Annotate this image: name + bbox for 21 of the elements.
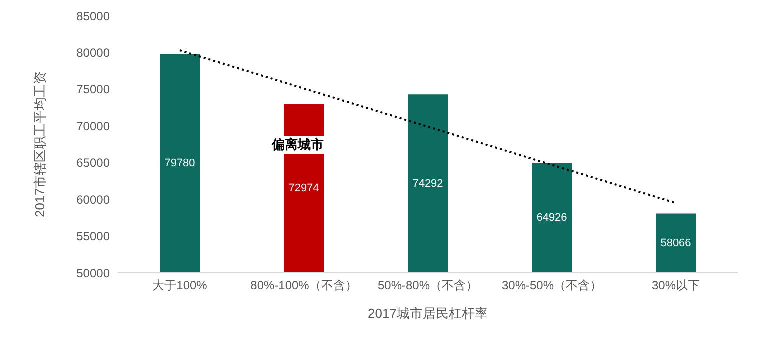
x-tick-label: 大于100%: [152, 278, 208, 293]
data-label: 79780: [164, 158, 196, 170]
y-tick-label: 60000: [76, 192, 110, 207]
y-tick-label: 85000: [76, 9, 110, 24]
x-tick-label: 50%-80%（不含）: [378, 278, 478, 293]
y-tick-label: 55000: [76, 230, 110, 244]
y-axis-title: 2017市辖区职工平均工资: [32, 72, 48, 218]
x-axis-title: 2017城市居民杠杆率: [368, 306, 488, 321]
data-label: 74292: [412, 178, 444, 190]
data-label: 64926: [536, 212, 568, 224]
x-tick-label: 30%以下: [652, 278, 700, 293]
y-tick-label: 65000: [76, 156, 110, 170]
x-tick-label: 30%-50%（不含）: [502, 278, 602, 293]
data-label: 72974: [288, 182, 320, 195]
data-label: 58066: [660, 237, 692, 250]
y-tick-label: 50000: [76, 266, 110, 280]
y-tick-label: 80000: [76, 46, 110, 60]
x-tick-label: 80%-100%（不含）: [250, 278, 358, 293]
annotation: 偏离城市: [270, 136, 326, 154]
y-tick-label: 70000: [76, 119, 110, 134]
y-tick-label: 75000: [76, 82, 110, 97]
